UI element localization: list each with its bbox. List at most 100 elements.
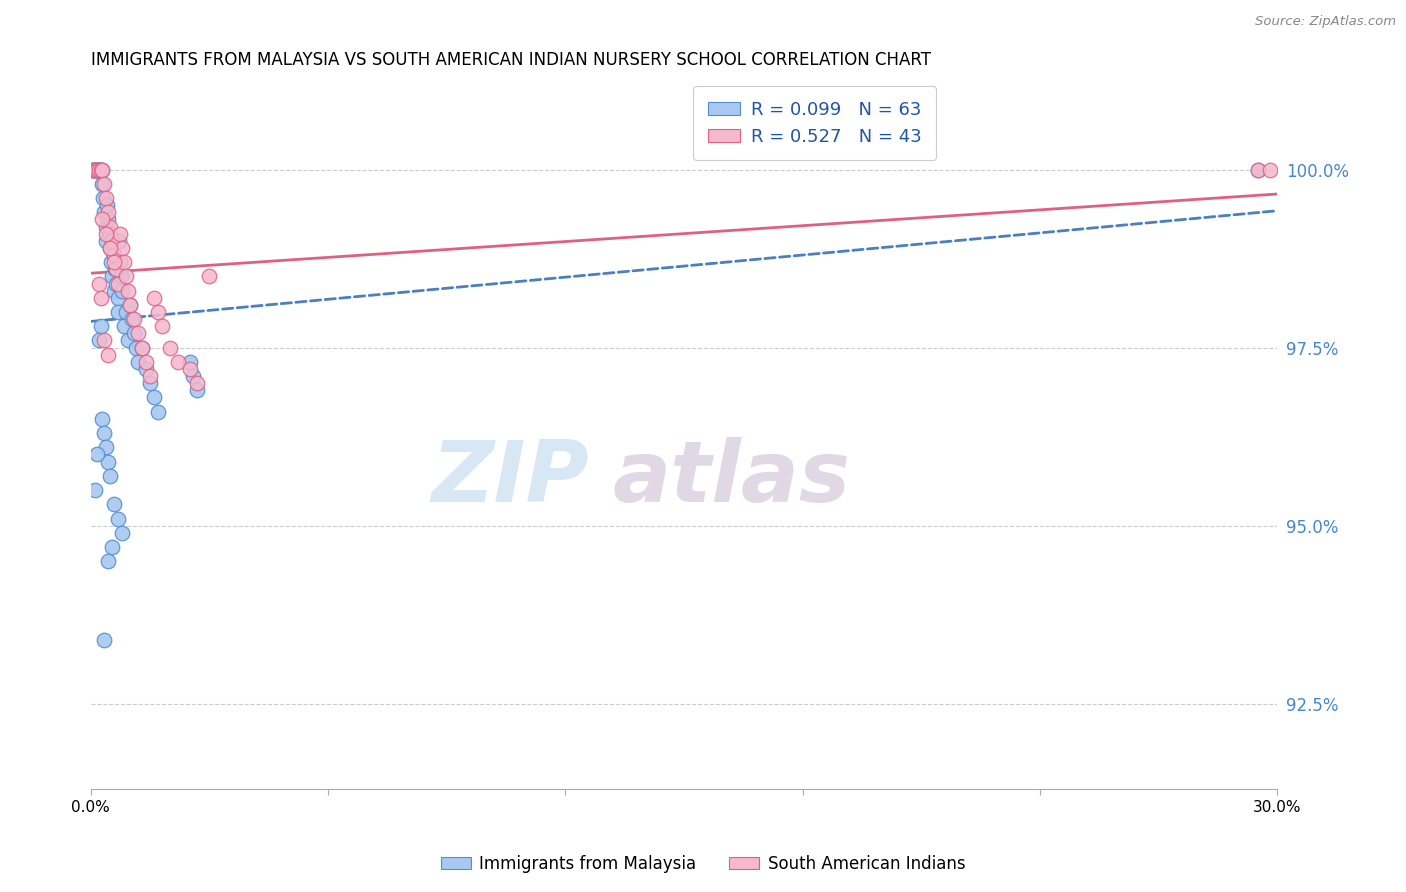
Point xyxy=(89,291,111,305)
Point xyxy=(91,412,114,426)
Point xyxy=(1258,162,1281,177)
Point xyxy=(110,255,132,269)
Point xyxy=(159,341,181,355)
Point xyxy=(86,162,108,177)
Point xyxy=(108,234,131,248)
Point xyxy=(101,234,124,248)
Point xyxy=(146,305,169,319)
Point xyxy=(135,355,157,369)
Point xyxy=(93,334,115,348)
Point xyxy=(93,205,115,219)
Point xyxy=(104,262,127,277)
Point xyxy=(97,212,120,227)
Point xyxy=(115,305,138,319)
Point xyxy=(111,241,134,255)
Point xyxy=(100,468,122,483)
Point xyxy=(186,376,208,391)
Text: ZIP: ZIP xyxy=(432,437,589,520)
Point xyxy=(89,162,111,177)
Point xyxy=(131,341,153,355)
Point xyxy=(142,391,165,405)
Point xyxy=(98,227,121,241)
Point xyxy=(96,440,118,454)
Point xyxy=(93,177,115,191)
Point xyxy=(105,277,128,291)
Point xyxy=(146,405,169,419)
Point xyxy=(139,369,162,384)
Point xyxy=(87,162,110,177)
Point xyxy=(131,341,153,355)
Point xyxy=(107,291,129,305)
Point xyxy=(96,198,118,212)
Point xyxy=(93,426,115,441)
Point xyxy=(87,334,110,348)
Point xyxy=(101,540,124,554)
Point xyxy=(97,554,120,568)
Point xyxy=(110,269,132,284)
Point xyxy=(91,212,114,227)
Point xyxy=(91,162,114,177)
Point xyxy=(103,284,125,298)
Point xyxy=(120,298,142,312)
Point xyxy=(91,177,114,191)
Point xyxy=(103,248,125,262)
Point xyxy=(139,376,162,391)
Point xyxy=(86,447,108,461)
Point xyxy=(110,227,132,241)
Point xyxy=(183,369,205,384)
Point xyxy=(90,162,112,177)
Legend: R = 0.099   N = 63, R = 0.527   N = 43: R = 0.099 N = 63, R = 0.527 N = 43 xyxy=(693,87,936,160)
Point xyxy=(100,241,122,255)
Text: Source: ZipAtlas.com: Source: ZipAtlas.com xyxy=(1256,15,1396,29)
Point xyxy=(91,191,114,205)
Point xyxy=(86,162,108,177)
Point xyxy=(121,312,143,326)
Point xyxy=(82,162,104,177)
Point xyxy=(150,319,173,334)
Point xyxy=(96,191,118,205)
Point xyxy=(103,248,125,262)
Point xyxy=(107,305,129,319)
Point xyxy=(103,255,125,269)
Legend: Immigrants from Malaysia, South American Indians: Immigrants from Malaysia, South American… xyxy=(434,848,972,880)
Point xyxy=(97,205,120,219)
Point xyxy=(89,162,111,177)
Point xyxy=(112,319,135,334)
Point xyxy=(122,312,145,326)
Point xyxy=(84,162,107,177)
Point xyxy=(105,262,128,277)
Point xyxy=(93,632,115,647)
Point xyxy=(87,277,110,291)
Point xyxy=(82,162,104,177)
Point xyxy=(117,334,139,348)
Point xyxy=(111,284,134,298)
Point xyxy=(166,355,188,369)
Text: IMMIGRANTS FROM MALAYSIA VS SOUTH AMERICAN INDIAN NURSERY SCHOOL CORRELATION CHA: IMMIGRANTS FROM MALAYSIA VS SOUTH AMERIC… xyxy=(90,51,931,69)
Point xyxy=(100,241,122,255)
Point xyxy=(125,341,148,355)
Point xyxy=(96,234,118,248)
Point xyxy=(186,384,208,398)
Point xyxy=(179,362,201,376)
Point xyxy=(117,284,139,298)
Point xyxy=(87,162,110,177)
Point xyxy=(127,355,149,369)
Point xyxy=(87,162,110,177)
Point xyxy=(115,269,138,284)
Point xyxy=(100,219,122,234)
Point xyxy=(94,219,117,234)
Text: atlas: atlas xyxy=(613,437,851,520)
Point xyxy=(97,348,120,362)
Point xyxy=(96,227,118,241)
Point xyxy=(112,255,135,269)
Point xyxy=(198,269,221,284)
Point xyxy=(179,355,201,369)
Point xyxy=(1247,162,1270,177)
Point xyxy=(107,511,129,525)
Point xyxy=(83,162,105,177)
Point xyxy=(1247,162,1270,177)
Point xyxy=(83,483,105,497)
Point xyxy=(100,255,122,269)
Point xyxy=(107,277,129,291)
Point xyxy=(97,454,120,468)
